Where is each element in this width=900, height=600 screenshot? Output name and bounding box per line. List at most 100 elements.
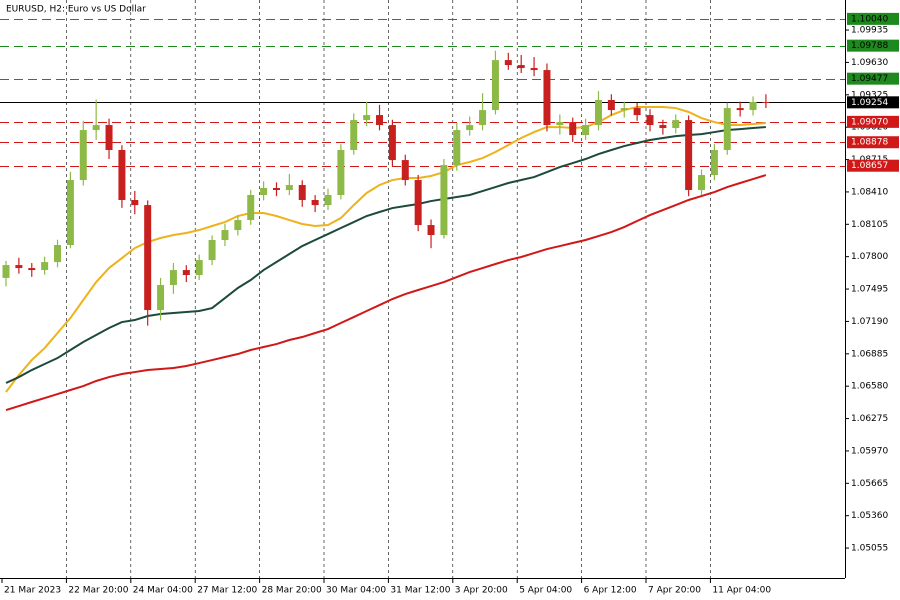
y-tick-label: 1.06580 bbox=[851, 382, 888, 392]
y-tick-label: 1.07495 bbox=[851, 285, 888, 295]
candle-body bbox=[208, 240, 216, 261]
candle-body bbox=[517, 65, 525, 69]
candle-body bbox=[479, 110, 487, 126]
x-tick-label: 27 Mar 12:00 bbox=[197, 586, 257, 596]
x-tick-label: 30 Mar 04:00 bbox=[326, 586, 386, 596]
candle-body bbox=[453, 130, 461, 166]
y-tick-label: 1.08410 bbox=[851, 187, 888, 197]
candle-body bbox=[710, 149, 718, 176]
candle-body bbox=[221, 230, 229, 241]
candle-body bbox=[2, 265, 10, 278]
candle-body bbox=[15, 265, 23, 269]
y-tick-label: 1.08105 bbox=[851, 220, 888, 230]
candle-body bbox=[131, 199, 139, 206]
candle-body bbox=[324, 195, 332, 206]
y-tick-label: 1.05360 bbox=[851, 511, 888, 521]
candle-body bbox=[620, 108, 628, 111]
candle-body bbox=[285, 185, 293, 191]
candle-body bbox=[337, 149, 345, 196]
candle-body bbox=[491, 60, 499, 111]
level-label-box bbox=[847, 136, 899, 149]
candle-body bbox=[749, 102, 757, 111]
x-tick-label: 7 Apr 20:00 bbox=[648, 586, 701, 596]
candle-body bbox=[350, 120, 358, 150]
candle-body bbox=[118, 149, 126, 200]
moving-average-line bbox=[5, 126, 766, 384]
candle-body bbox=[427, 225, 435, 236]
candle-body bbox=[633, 108, 641, 116]
candle-body bbox=[723, 108, 731, 150]
candle-body bbox=[92, 125, 100, 131]
x-tick-label: 22 Mar 20:00 bbox=[68, 586, 128, 596]
y-tick-label: 1.07190 bbox=[851, 317, 888, 327]
candle-body bbox=[646, 115, 654, 126]
candle-body bbox=[607, 99, 615, 111]
candle-body bbox=[66, 180, 74, 245]
candle-body bbox=[105, 125, 113, 150]
candle-body bbox=[363, 115, 371, 121]
candle-body bbox=[144, 205, 152, 311]
candle-body bbox=[311, 199, 319, 206]
candle-body bbox=[543, 70, 551, 126]
y-tick-label: 1.05970 bbox=[851, 446, 888, 456]
candle-body bbox=[79, 130, 87, 181]
candle-body bbox=[234, 220, 242, 231]
candle-body bbox=[504, 60, 512, 66]
moving-average-line bbox=[5, 106, 766, 393]
candle-body bbox=[28, 268, 36, 271]
level-label-box bbox=[847, 39, 899, 52]
x-tick-label: 21 Mar 2023 bbox=[4, 586, 61, 596]
y-tick-label: 1.05055 bbox=[851, 544, 888, 554]
level-label-box bbox=[847, 72, 899, 85]
level-label: 1.09477 bbox=[851, 74, 888, 84]
x-tick-label: 11 Apr 04:00 bbox=[712, 586, 771, 596]
candle-body bbox=[762, 102, 770, 104]
candle-body bbox=[260, 187, 268, 196]
y-tick-label: 1.06885 bbox=[851, 349, 888, 359]
candle-body bbox=[594, 99, 602, 126]
y-tick-label: 1.09630 bbox=[851, 58, 888, 68]
candle-body bbox=[401, 160, 409, 181]
candle-body bbox=[685, 120, 693, 191]
candle-body bbox=[466, 125, 474, 131]
level-label-box bbox=[847, 12, 899, 25]
level-label: 1.08657 bbox=[851, 161, 888, 171]
x-tick-label: 28 Mar 20:00 bbox=[262, 586, 322, 596]
level-label-box bbox=[847, 96, 899, 109]
candle-body bbox=[440, 165, 448, 236]
y-tick-label: 1.07800 bbox=[851, 252, 888, 262]
candle-body bbox=[530, 68, 538, 71]
x-tick-label: 24 Mar 04:00 bbox=[133, 586, 193, 596]
y-tick-label: 1.06275 bbox=[851, 414, 888, 424]
candle-body bbox=[582, 125, 590, 136]
candle-body bbox=[556, 122, 564, 126]
level-label: 1.09788 bbox=[851, 41, 888, 51]
moving-average-line bbox=[5, 174, 767, 412]
y-tick-label: 1.09325 bbox=[851, 90, 888, 100]
candle-body bbox=[195, 260, 203, 276]
candle-body bbox=[54, 244, 62, 263]
candle-body bbox=[298, 185, 306, 200]
x-tick-label: 3 Apr 20:00 bbox=[455, 586, 508, 596]
level-label-box bbox=[847, 115, 899, 128]
level-label: 1.09070 bbox=[851, 117, 888, 127]
x-tick-label: 31 Mar 12:00 bbox=[390, 586, 450, 596]
candle-body bbox=[388, 125, 396, 161]
y-tick-label: 1.05665 bbox=[851, 479, 888, 489]
candle-body bbox=[698, 175, 706, 191]
candle-body bbox=[414, 180, 422, 226]
candle-body bbox=[569, 122, 577, 136]
candle-body bbox=[169, 270, 177, 286]
chart-title: EURUSD, H2: Euro vs US Dollar bbox=[6, 5, 146, 15]
level-label: 1.09254 bbox=[851, 98, 888, 108]
x-tick-label: 5 Apr 04:00 bbox=[519, 586, 572, 596]
candle-body bbox=[376, 115, 384, 126]
level-label: 1.08878 bbox=[851, 138, 888, 148]
candle-body bbox=[272, 187, 280, 191]
level-label-box bbox=[847, 159, 899, 172]
candle-body bbox=[157, 285, 165, 311]
candle-body bbox=[41, 262, 49, 271]
candle-body bbox=[182, 270, 190, 276]
